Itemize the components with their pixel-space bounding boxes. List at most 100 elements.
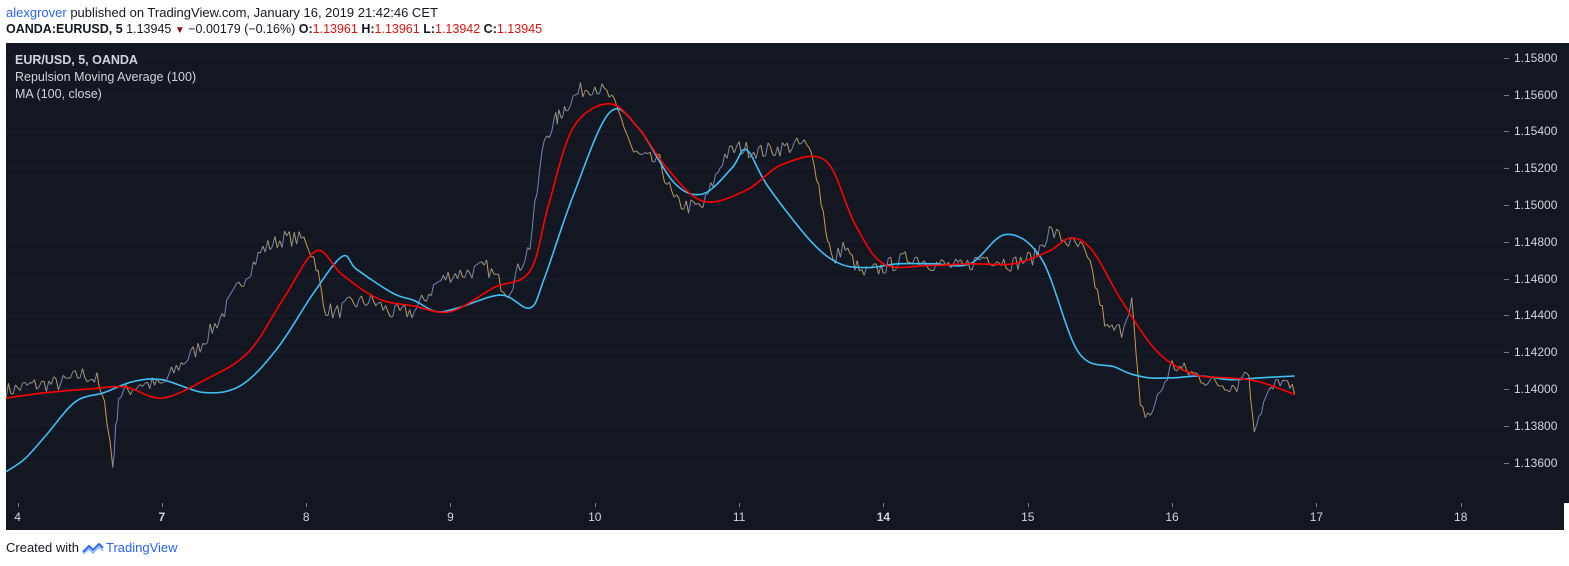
price-segment: [483, 259, 488, 266]
price-segment: [382, 305, 387, 311]
price-segment: [351, 299, 355, 306]
price-segment: [260, 245, 264, 254]
price-segment: [781, 142, 786, 147]
price-segment: [579, 82, 584, 98]
price-segment: [1291, 384, 1296, 395]
chart-panel[interactable]: EUR/USD, 5, OANDA Repulsion Moving Avera…: [6, 43, 1504, 503]
price-segment: [479, 261, 482, 263]
price-segment: [171, 366, 175, 374]
price-segment: [981, 256, 985, 259]
price-segment: [1258, 413, 1262, 417]
price-segment: [433, 283, 437, 285]
quote-line: OANDA:EURUSD, 5 1.13945 ▼ −0.00179 (−0.1…: [6, 22, 542, 36]
price-segment: [281, 231, 285, 248]
price-segment: [1082, 243, 1086, 251]
price-segment: [1126, 314, 1130, 320]
time-tick: [306, 503, 308, 507]
price-segment: [1260, 401, 1265, 415]
price-segment: [346, 296, 350, 299]
price-segment: [22, 382, 26, 384]
price-segment: [413, 307, 418, 312]
price-segment: [661, 171, 666, 183]
price-segment: [517, 263, 521, 272]
legend-rma[interactable]: Repulsion Moving Average (100): [15, 70, 197, 84]
close-value: 1.13945: [496, 22, 543, 36]
price-segment: [793, 137, 798, 143]
price-segment: [31, 379, 35, 384]
price-segment: [743, 141, 747, 153]
time-axis[interactable]: 4 7 8 9 10 11 14 15 16 17 18: [6, 503, 1504, 530]
price-segment: [406, 309, 411, 318]
price-segment: [327, 303, 331, 316]
price-segment: [60, 375, 64, 384]
price-tick-label: 1.13800: [1514, 418, 1558, 433]
price-segment: [577, 82, 581, 94]
price-segment: [726, 146, 730, 159]
time-tick: [17, 503, 19, 507]
price-segment: [1075, 242, 1079, 248]
price-segment: [435, 281, 439, 285]
price-axis[interactable]: 1.15800 1.15600 1.15400 1.15200 1.15000 1.148…: [1504, 43, 1569, 503]
price-segment: [1133, 321, 1137, 353]
tradingview-link[interactable]: TradingView: [105, 540, 178, 555]
price-segment: [1111, 324, 1115, 331]
price-segment: [1053, 228, 1058, 238]
price-segment: [1084, 250, 1089, 258]
price-chart[interactable]: [6, 43, 1504, 503]
price-segment: [522, 260, 526, 267]
price-segment: [1041, 244, 1045, 248]
price-segment: [1207, 378, 1212, 384]
price-segment: [668, 181, 673, 192]
price-segment: [1044, 240, 1048, 248]
price-segment: [24, 382, 28, 386]
price-segment: [589, 93, 593, 96]
price-segment: [404, 305, 408, 318]
price-segment: [772, 154, 776, 156]
price-segment: [575, 93, 579, 96]
price-segment: [630, 145, 635, 153]
price-segment: [342, 300, 345, 303]
price-segment: [620, 118, 625, 127]
price-segment: [1087, 257, 1091, 261]
price-segment: [418, 294, 423, 302]
price-segment: [166, 373, 170, 380]
price-segment: [267, 240, 271, 250]
price-tick-label: 1.14800: [1514, 234, 1558, 249]
time-tick-label: 10: [588, 510, 602, 524]
price-segment: [356, 298, 360, 308]
price-segment: [228, 291, 233, 297]
price-segment: [380, 302, 384, 311]
price-segment: [462, 276, 466, 278]
price-segment: [601, 83, 605, 89]
price-segment: [741, 151, 745, 155]
price-segment: [1144, 412, 1149, 418]
price-segment: [1231, 384, 1235, 388]
price-tick-label: 1.14000: [1514, 381, 1558, 396]
price-segment: [207, 323, 211, 343]
price-segment: [1202, 382, 1207, 386]
legend-ma[interactable]: MA (100, close): [15, 87, 102, 101]
price-segment: [1113, 324, 1118, 331]
price-segment: [288, 231, 293, 247]
price-segment: [875, 263, 880, 275]
price-segment: [122, 384, 127, 391]
price-segment: [211, 323, 216, 334]
price-segment: [365, 302, 370, 307]
price-segment: [276, 240, 281, 249]
price-segment: [1217, 384, 1221, 387]
price-segment: [486, 259, 490, 279]
price-segment: [786, 142, 791, 153]
price-segment: [112, 453, 115, 468]
price-tick: [1504, 241, 1509, 243]
price-segment: [715, 172, 719, 175]
price-segment: [202, 342, 206, 345]
legend-symbol: EUR/USD, 5, OANDA: [15, 53, 138, 67]
author-link[interactable]: alexgrover: [6, 5, 67, 20]
price-segment: [1250, 399, 1253, 415]
price-tick: [1504, 425, 1509, 427]
price-segment: [604, 87, 608, 91]
price-segment: [17, 387, 21, 391]
price-segment: [955, 258, 959, 263]
price-segment: [1277, 379, 1281, 387]
price-segment: [688, 199, 692, 214]
